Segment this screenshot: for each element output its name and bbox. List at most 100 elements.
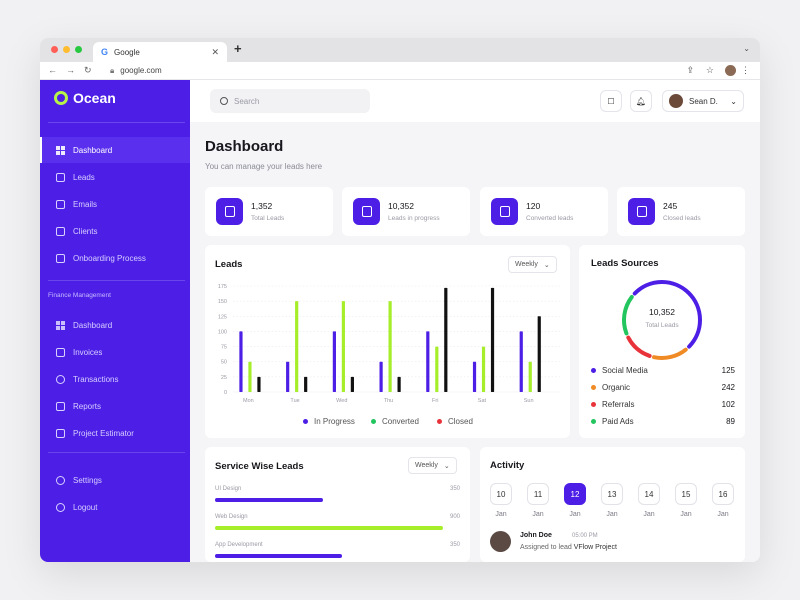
profile-avatar-icon[interactable]	[725, 65, 736, 76]
stat-label: Closed leads	[663, 215, 701, 222]
onboarding-icon	[56, 253, 65, 263]
date-month: Jan	[643, 511, 655, 518]
bar-closed	[350, 376, 354, 392]
date-month: Jan	[680, 511, 692, 518]
minimize-window-button[interactable]	[63, 46, 70, 53]
legend-in-progress: In Progress	[303, 417, 355, 426]
activity-target: VFlow Project	[573, 544, 617, 551]
source-label: Paid Ads	[602, 417, 634, 426]
brand-logo[interactable]: Ocean	[54, 90, 116, 106]
source-label: Referrals	[602, 400, 635, 409]
clients-icon	[56, 226, 65, 236]
browser-menu-icon[interactable]: ⋮	[741, 65, 750, 75]
sidebar-item-emails[interactable]: Emails	[40, 191, 190, 217]
leads-chart-card: Leads Weekly ⌄ 0 25 50 75 100 125 150 175 Mon Tue…	[205, 245, 570, 438]
source-value: 242	[721, 383, 735, 392]
grid-icon	[56, 145, 65, 155]
legend-dot	[591, 385, 596, 390]
estimator-icon	[56, 428, 65, 438]
donut-total-label: Total Leads	[645, 322, 679, 329]
lock-icon: 🔒︎	[110, 66, 115, 75]
period-dropdown[interactable]: Weekly ⌄	[508, 256, 557, 273]
leads-sources-card: Leads Sources 10,352 Total Leads Social …	[579, 245, 745, 438]
search-input[interactable]: Search	[210, 89, 370, 113]
activity-text: Assigned to lead	[520, 544, 572, 551]
google-favicon-icon: G	[101, 47, 109, 57]
sidebar-item-transactions[interactable]: Transactions	[40, 366, 190, 392]
tab-list-chevron-icon[interactable]: ⌄	[743, 44, 750, 53]
donut-total: 10,352	[649, 307, 675, 317]
maximize-window-button[interactable]	[75, 46, 82, 53]
service-label: Web Design	[215, 514, 248, 520]
messages-button[interactable]: ☐	[600, 90, 622, 112]
stat-label: Total Leads	[251, 215, 285, 222]
sidebar-item-settings[interactable]: Settings	[40, 467, 190, 493]
browser-tab[interactable]: G Google ✕	[93, 42, 227, 62]
sidebar-item-invoices[interactable]: Invoices	[40, 339, 190, 365]
close-tab-icon[interactable]: ✕	[211, 46, 219, 57]
sidebar-divider	[48, 280, 185, 281]
card-title: Leads Sources	[591, 258, 659, 269]
transactions-icon	[56, 374, 65, 384]
page-title: Dashboard	[205, 138, 284, 155]
legend-dot	[371, 419, 376, 424]
sidebar-item-logout[interactable]: Logout	[40, 494, 190, 520]
notifications-button[interactable]: 🔔︎	[630, 90, 652, 112]
date-chip[interactable]: 16	[712, 483, 734, 505]
service-bar	[215, 526, 443, 530]
user-name: Sean D.	[689, 96, 718, 106]
back-icon[interactable]: ←	[48, 65, 57, 75]
date-chip[interactable]: 15	[675, 483, 697, 505]
bar-in-progress	[426, 331, 430, 392]
sidebar-item-label: Dashboard	[73, 145, 113, 155]
date-month: Jan	[495, 511, 507, 518]
forward-icon[interactable]: →	[66, 65, 75, 75]
stat-value: 245	[663, 201, 678, 211]
sidebar-item-project-estimator[interactable]: Project Estimator	[40, 420, 190, 446]
user-menu[interactable]: Sean D. ⌄	[662, 90, 744, 112]
sidebar-item-onboarding[interactable]: Onboarding Process	[40, 245, 190, 271]
bar-converted	[341, 301, 345, 392]
legend-dot	[437, 419, 442, 424]
chevron-down-icon: ⌄	[543, 261, 550, 269]
date-chip[interactable]: 11	[527, 483, 549, 505]
y-tick-label: 150	[218, 299, 227, 305]
bar-closed	[490, 287, 495, 392]
share-icon[interactable]: ⇪	[686, 65, 694, 75]
bookmark-star-icon[interactable]: ☆	[705, 65, 714, 75]
stat-value: 120	[526, 201, 541, 211]
period-dropdown[interactable]: Weekly ⌄	[408, 457, 457, 474]
date-chip[interactable]: 13	[601, 483, 623, 505]
sidebar-item-label: Clients	[73, 226, 98, 236]
date-chip-selected[interactable]: 12	[564, 483, 586, 505]
brand-name: Ocean	[73, 90, 116, 106]
date-chip[interactable]: 10	[490, 483, 512, 505]
x-tick-label: Fri	[432, 398, 438, 404]
bar-in-progress	[286, 361, 290, 392]
sidebar-item-leads[interactable]: Leads	[40, 164, 190, 190]
x-tick-label: Mon	[243, 398, 254, 404]
bar-closed	[537, 316, 541, 392]
reload-icon[interactable]: ↻	[84, 65, 92, 75]
sidebar-item-dashboard[interactable]: Dashboard	[40, 137, 190, 163]
sidebar-item-clients[interactable]: Clients	[40, 218, 190, 244]
sidebar-item-finance-dashboard[interactable]: Dashboard	[40, 312, 190, 338]
stat-label: Leads in progress	[388, 215, 440, 222]
sidebar-item-label: Transactions	[73, 374, 119, 384]
date-chip[interactable]: 14	[638, 483, 660, 505]
source-label: Organic	[602, 383, 631, 392]
card-title: Leads	[215, 259, 243, 270]
donut-segment-referrals	[626, 335, 652, 358]
sidebar: Ocean Dashboard Leads Emails Clients	[40, 80, 190, 562]
close-window-button[interactable]	[51, 46, 58, 53]
bar-in-progress	[239, 331, 243, 392]
legend-dot	[591, 419, 596, 424]
bar-converted	[435, 346, 439, 392]
bar-converted	[295, 301, 299, 392]
new-tab-icon[interactable]: +	[234, 41, 242, 56]
legend-converted: Converted	[371, 417, 419, 426]
url-field[interactable]: 🔒︎ google.com	[110, 66, 162, 76]
sidebar-item-reports[interactable]: Reports	[40, 393, 190, 419]
sidebar-item-label: Invoices	[73, 347, 103, 357]
bell-icon: 🔔︎	[635, 96, 647, 106]
